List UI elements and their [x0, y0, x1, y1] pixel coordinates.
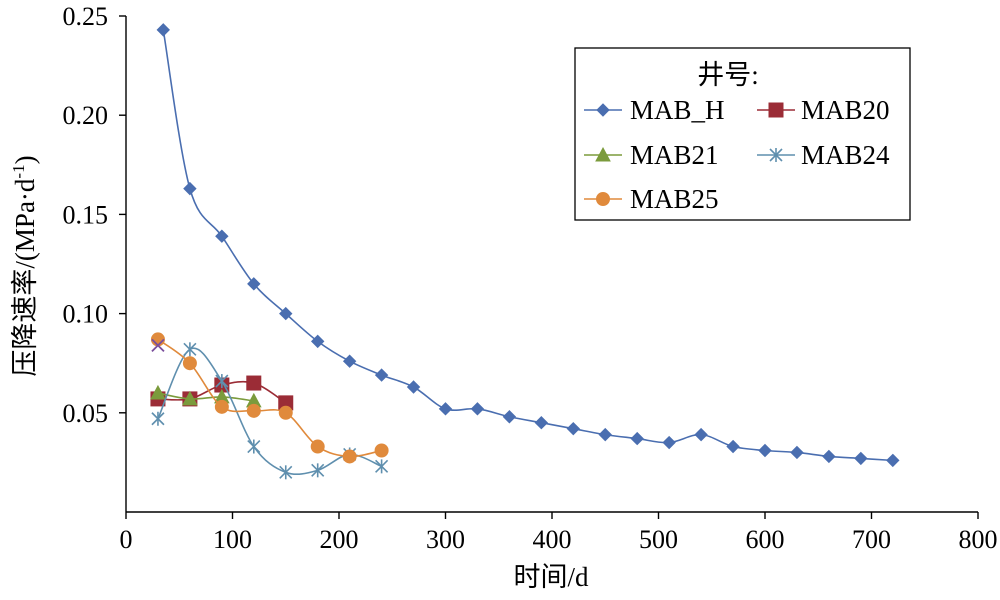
legend-label: MAB20 — [801, 95, 890, 125]
data-point — [630, 431, 644, 446]
legend-marker — [769, 148, 783, 162]
legend-title: 井号: — [697, 60, 759, 90]
data-point — [375, 459, 389, 474]
data-point — [342, 449, 357, 464]
data-point — [502, 410, 517, 424]
data-point — [694, 427, 708, 442]
x-tick-label: 400 — [533, 525, 572, 554]
legend-item-mab24: MAB24 — [757, 140, 890, 170]
data-point — [886, 453, 900, 468]
x-tick-label: 800 — [959, 525, 998, 554]
data-point — [150, 384, 166, 400]
y-axis-title: 压降速率/(MPa·d-1) — [9, 155, 40, 376]
series-mab-h — [156, 23, 900, 468]
y-axis-title-sup: -1 — [9, 164, 28, 178]
y-tick-label: 0.15 — [63, 200, 109, 229]
x-tick-label: 500 — [639, 525, 678, 554]
data-point — [758, 443, 772, 458]
data-point — [726, 439, 740, 454]
data-point — [183, 181, 197, 196]
legend-marker — [595, 146, 611, 162]
data-point — [470, 402, 485, 416]
x-tick-label: 0 — [120, 525, 133, 554]
data-point — [310, 334, 325, 349]
legend-item-mab21: MAB21 — [584, 140, 719, 170]
y-axis-title-tail: ) — [10, 155, 40, 164]
x-axis-title: 时间/d — [513, 562, 589, 592]
x-tick-label: 200 — [320, 525, 359, 554]
data-point — [214, 399, 229, 414]
data-point — [247, 439, 261, 454]
x-tick-label: 600 — [746, 525, 785, 554]
legend-marker — [596, 103, 610, 117]
legend-label: MAB25 — [630, 184, 719, 214]
y-tick-label: 0.10 — [63, 300, 109, 329]
data-point — [246, 375, 262, 391]
data-point — [215, 374, 229, 389]
data-point — [156, 23, 170, 37]
series-layer — [150, 23, 900, 480]
data-point — [215, 229, 229, 243]
data-point — [566, 421, 581, 436]
legend-item-mab-h: MAB_H — [584, 95, 725, 125]
data-point — [182, 356, 197, 371]
y-tick-label: 0.05 — [63, 399, 109, 428]
data-point — [822, 449, 836, 464]
data-point — [279, 306, 293, 321]
data-point — [438, 402, 453, 416]
x-tick-label: 300 — [426, 525, 465, 554]
x-tick-labels: 0 100 200 300 400 500 600 700 800 — [120, 525, 998, 554]
series-line-mab21 — [157, 392, 254, 402]
data-point — [151, 338, 165, 352]
data-point — [598, 427, 612, 442]
x-tick-label: 700 — [852, 525, 891, 554]
data-point — [182, 390, 198, 406]
legend: 井号: MAB_H MAB20 MAB21 MAB24 MAB25 — [574, 47, 911, 221]
legend-items: MAB_H MAB20 MAB21 MAB24 MAB25 — [584, 95, 890, 214]
data-point — [151, 411, 165, 426]
legend-label: MAB21 — [630, 140, 719, 170]
data-point — [150, 332, 165, 347]
legend-box — [574, 47, 911, 221]
data-point — [247, 277, 261, 291]
data-point — [374, 443, 389, 458]
legend-item-mab25: MAB25 — [584, 184, 719, 214]
x-tick-label: 100 — [213, 525, 252, 554]
data-point — [310, 439, 325, 454]
axes — [119, 15, 979, 519]
y-axis-title-main: 压降速率/(MPa·d — [10, 178, 40, 376]
data-point — [342, 354, 357, 368]
legend-item-mab20: MAB20 — [757, 95, 890, 125]
legend-label: MAB_H — [630, 95, 725, 125]
y-tick-label: 0.20 — [63, 101, 109, 130]
data-point — [790, 445, 804, 460]
data-point — [311, 463, 325, 478]
legend-marker — [596, 192, 610, 206]
data-point — [246, 403, 261, 418]
series-unlabeled-5 — [151, 338, 165, 352]
y-tick-labels: 0.05 0.10 0.15 0.20 0.25 — [63, 2, 109, 428]
data-point — [183, 342, 197, 357]
data-point — [534, 416, 549, 430]
data-point — [279, 465, 293, 480]
y-tick-label: 0.25 — [63, 2, 109, 31]
series-mab21 — [150, 384, 262, 408]
legend-label: MAB24 — [801, 140, 890, 170]
data-point — [854, 451, 868, 466]
data-point — [374, 368, 389, 382]
data-point — [662, 435, 676, 450]
data-point — [278, 405, 293, 420]
legend-marker — [768, 102, 784, 118]
data-point — [406, 380, 421, 394]
